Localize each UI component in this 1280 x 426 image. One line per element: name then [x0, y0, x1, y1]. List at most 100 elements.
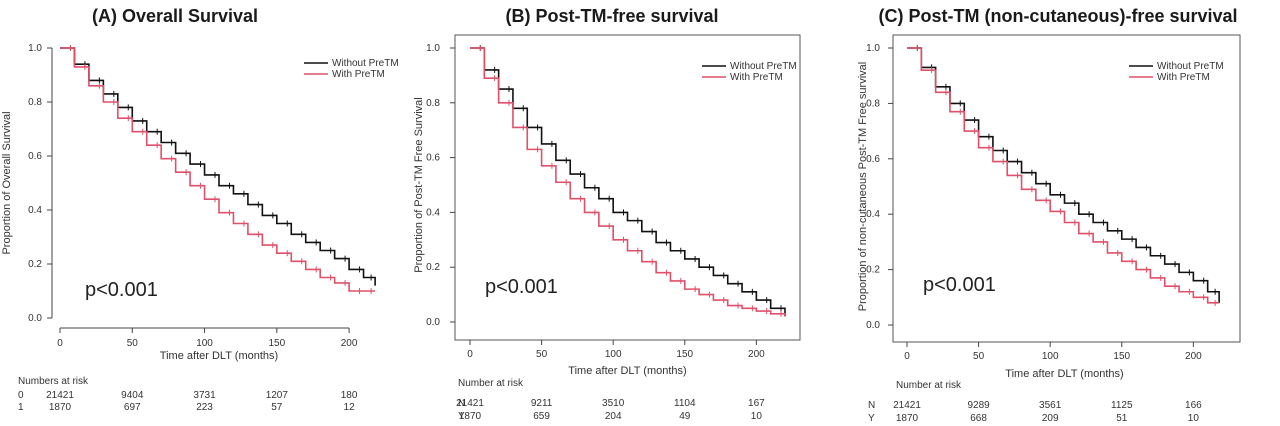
risk-table-header: Number at risk [896, 380, 962, 391]
y-tick-label: 0.6 [866, 154, 880, 165]
x-tick-label: 50 [127, 338, 139, 349]
risk-value: 1870 [49, 402, 72, 413]
risk-value: 10 [751, 411, 763, 422]
risk-table-header: Number at risk [458, 378, 524, 389]
y-axis-label: Proportion of non-cutaneous Post-TM Free… [857, 62, 869, 311]
risk-value: 49 [679, 411, 691, 422]
x-tick-label: 150 [676, 349, 693, 360]
risk-row-label: Y [868, 413, 875, 424]
legend-label: With PreTM [1157, 72, 1210, 83]
risk-value: 21421 [46, 390, 74, 401]
x-tick-label: 200 [748, 349, 765, 360]
series-line-without-pretm [60, 47, 376, 286]
series-line-with-pretm [907, 47, 1220, 304]
plot-frame [454, 34, 801, 341]
x-tick-label: 100 [1042, 351, 1059, 362]
y-tick-label: 0.2 [28, 259, 42, 270]
risk-table-header: Numbers at risk [18, 376, 89, 387]
chart-panel-2: (B) Post-TM-free survival 0.0 0.2 0.4 0.6 0.8… [413, 6, 801, 422]
chart-title: (B) Post-TM-free survival [505, 6, 718, 26]
risk-value: 51 [1116, 413, 1128, 424]
legend-label: With PreTM [730, 72, 783, 83]
x-axis-label: Time after DLT (months) [1005, 368, 1123, 380]
risk-value: 3561 [1039, 400, 1062, 411]
risk-value: 659 [533, 411, 550, 422]
risk-value: 209 [1042, 413, 1059, 424]
x-tick-label: 150 [1113, 351, 1130, 362]
x-tick-label: 0 [467, 349, 473, 360]
p-value: p<0.001 [85, 279, 158, 301]
risk-value: 10 [1188, 413, 1200, 424]
legend-label: Without PreTM [332, 58, 399, 69]
legend-label: Without PreTM [730, 61, 797, 72]
legend-label: Without PreTM [1157, 61, 1224, 72]
p-value: p<0.001 [923, 274, 996, 296]
risk-value: 180 [341, 390, 358, 401]
series-line-with-pretm [470, 47, 786, 317]
series-line-with-pretm [60, 47, 376, 292]
p-value: p<0.001 [485, 276, 558, 298]
risk-value: 166 [1185, 400, 1202, 411]
y-tick-label: 0.4 [866, 209, 880, 220]
y-tick-label: 0.0 [28, 313, 42, 324]
risk-row-label: N [868, 400, 875, 411]
risk-value: 3510 [602, 398, 625, 409]
y-axis-label: Proportion of Post-TM Free Survival [413, 97, 425, 272]
y-axis-label: Proportion of Overall Survival [1, 111, 13, 254]
y-tick-label: 1.0 [866, 43, 880, 54]
chart-title: (A) Overall Survival [92, 6, 258, 26]
risk-value: 3731 [193, 390, 216, 401]
risk-value: 21421 [456, 398, 484, 409]
risk-value: 167 [748, 398, 765, 409]
risk-value: 57 [271, 402, 283, 413]
y-tick-label: 1.0 [426, 43, 440, 54]
chart-panel-1: (A) Overall Survival 0.0 0.2 0.4 0.6 0.8 1.0 0 5… [1, 6, 399, 413]
y-tick-label: 1.0 [28, 43, 42, 54]
risk-value: 223 [196, 402, 213, 413]
x-tick-label: 200 [1185, 351, 1202, 362]
chart-title: (C) Post-TM (non-cutaneous)-free surviva… [878, 6, 1237, 26]
risk-row-label: 1 [18, 402, 24, 413]
x-tick-label: 0 [904, 351, 910, 362]
risk-value: 1104 [674, 398, 696, 409]
legend-label: With PreTM [332, 69, 385, 80]
y-tick-label: 0.2 [866, 265, 880, 276]
risk-row-label: 0 [18, 390, 24, 401]
risk-value: 12 [344, 402, 356, 413]
risk-value: 21421 [893, 400, 921, 411]
y-tick-label: 0.8 [866, 98, 880, 109]
x-tick-label: 50 [536, 349, 548, 360]
y-tick-label: 0.4 [28, 205, 42, 216]
risk-value: 9289 [967, 400, 990, 411]
y-tick-label: 0.8 [28, 97, 42, 108]
chart-panel-3: (C) Post-TM (non-cutaneous)-free surviva… [857, 6, 1241, 424]
y-tick-label: 0.8 [426, 98, 440, 109]
y-tick-label: 0.0 [866, 320, 880, 331]
risk-value: 1870 [896, 413, 919, 424]
risk-value: 204 [605, 411, 622, 422]
x-tick-label: 50 [973, 351, 985, 362]
series-line-without-pretm [470, 47, 786, 317]
risk-value: 9211 [531, 398, 553, 409]
y-tick-label: 0.6 [28, 151, 42, 162]
x-tick-label: 150 [268, 338, 285, 349]
risk-value: 1870 [459, 411, 482, 422]
risk-value: 668 [970, 413, 987, 424]
risk-value: 1125 [1111, 400, 1133, 411]
risk-value: 1207 [266, 390, 289, 401]
x-tick-label: 200 [341, 338, 358, 349]
risk-value: 697 [124, 402, 141, 413]
y-tick-label: 0.6 [426, 153, 440, 164]
plot-frame [892, 34, 1241, 343]
series-line-without-pretm [907, 47, 1220, 303]
y-tick-label: 0.0 [426, 317, 440, 328]
x-axis-label: Time after DLT (months) [568, 365, 686, 377]
x-tick-label: 100 [196, 338, 213, 349]
x-tick-label: 100 [605, 349, 622, 360]
x-axis-label: Time after DLT (months) [160, 350, 278, 362]
risk-row-label: N [458, 398, 465, 409]
risk-row-label: Y [458, 411, 465, 422]
x-tick-label: 0 [57, 338, 63, 349]
risk-value: 9404 [121, 390, 144, 401]
